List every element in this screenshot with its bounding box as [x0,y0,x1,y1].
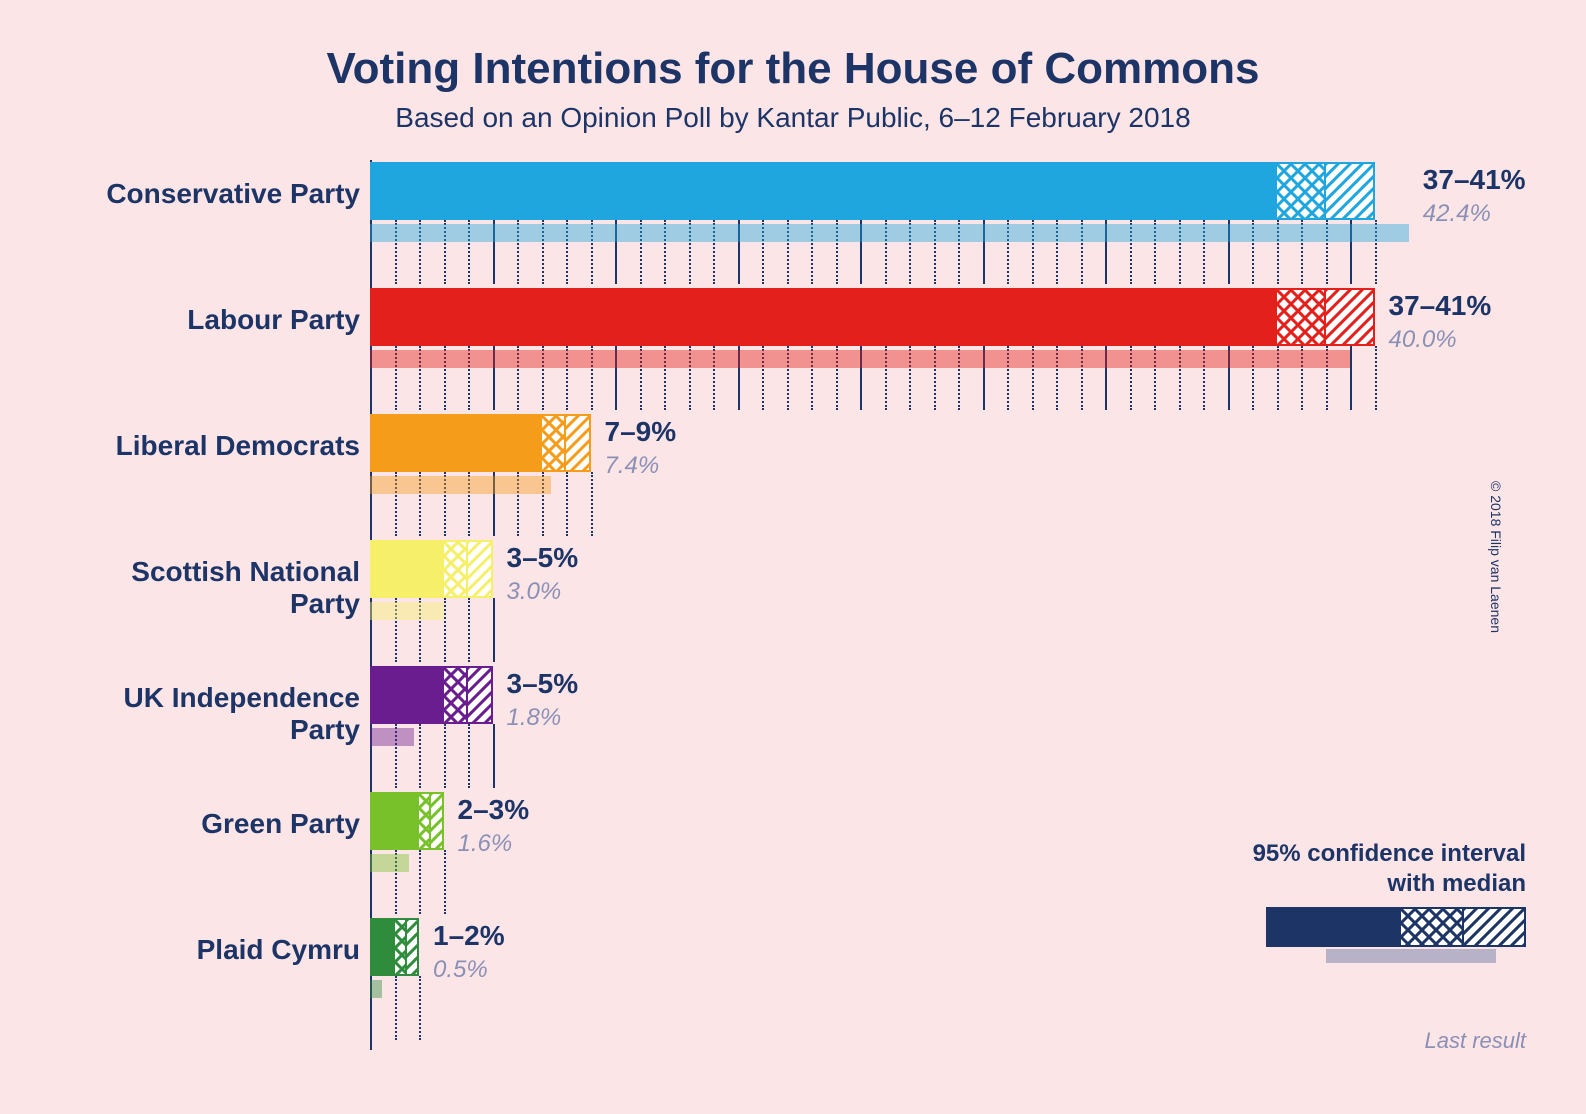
last-result-label: 0.5% [433,956,488,984]
range-label: 3–5% [507,542,579,574]
last-result-label: 40.0% [1389,326,1457,354]
bar-solid [370,792,419,850]
bar-ci-diag [468,666,493,724]
bar-last-result [370,728,414,746]
party-row: Conservative Party37–41%42.4% [60,160,1540,280]
bar-last-result [370,602,444,620]
range-label: 2–3% [458,794,530,826]
bar-ci-cross [1277,288,1326,346]
last-result-label: 3.0% [507,578,562,606]
party-label: Labour Party [60,304,360,336]
bar-ci-diag [431,792,443,850]
bar-solid [370,666,444,724]
bar-ci-cross [542,414,567,472]
bar-ci-cross [395,918,407,976]
bar-solid [370,288,1277,346]
chart-title: Voting Intentions for the House of Commo… [0,0,1586,94]
legend: 95% confidence interval with median Last… [1253,839,1526,1054]
party-row: Liberal Democrats 7–9% 7.4% [60,412,1540,532]
bar-solid [370,540,444,598]
bar-ci-cross [1277,162,1326,220]
bar-solid [370,162,1277,220]
bar-last-result [370,980,382,998]
bar-solid [370,918,395,976]
party-label: Conservative Party [60,178,360,210]
last-result-label: 1.6% [458,830,513,858]
bar-ci-diag [468,540,493,598]
range-label: 3–5% [507,668,579,700]
bar-ci-cross [444,666,469,724]
bar-ci-diag [566,414,591,472]
bar-ci-diag [1326,288,1375,346]
party-label: UK Independence Party [60,682,360,746]
chart-subtitle: Based on an Opinion Poll by Kantar Publi… [0,102,1586,134]
bar-ci-cross [419,792,431,850]
range-label: 37–41% [1389,290,1492,322]
party-row: Scottish National Party 3–5% 3.0% [60,538,1540,658]
bar-ci-diag [1326,162,1375,220]
bar-area: 3–5% 1.8% [370,664,1450,784]
bar-area: 3–5% 3.0% [370,538,1450,658]
last-result-label: 7.4% [605,452,660,480]
bar-last-result [370,476,551,494]
party-row: UK Independence Party 3–5% 1.8% [60,664,1540,784]
legend-last-bar [1326,949,1496,963]
bar-area: 37–41%40.0% [370,286,1450,406]
party-label: Green Party [60,808,360,840]
last-result-label: 1.8% [507,704,562,732]
last-result-label: 42.4% [1423,200,1491,228]
legend-title: 95% confidence interval with median [1253,839,1526,899]
bar-last-result [370,224,1409,242]
range-label: 7–9% [605,416,677,448]
range-label: 37–41% [1423,164,1526,196]
bar-last-result [370,350,1350,368]
party-label: Liberal Democrats [60,430,360,462]
legend-swatch [1266,907,1526,963]
legend-last-result-label: Last result [1253,1028,1526,1054]
party-row: Labour Party37–41%40.0% [60,286,1540,406]
bar-area: 7–9% 7.4% [370,412,1450,532]
bar-area: 37–41%42.4% [370,160,1450,280]
bar-ci-diag [407,918,419,976]
bar-ci-cross [444,540,469,598]
party-label: Plaid Cymru [60,934,360,966]
party-label: Scottish National Party [60,556,360,620]
bar-solid [370,414,542,472]
range-label: 1–2% [433,920,505,952]
bar-last-result [370,854,409,872]
